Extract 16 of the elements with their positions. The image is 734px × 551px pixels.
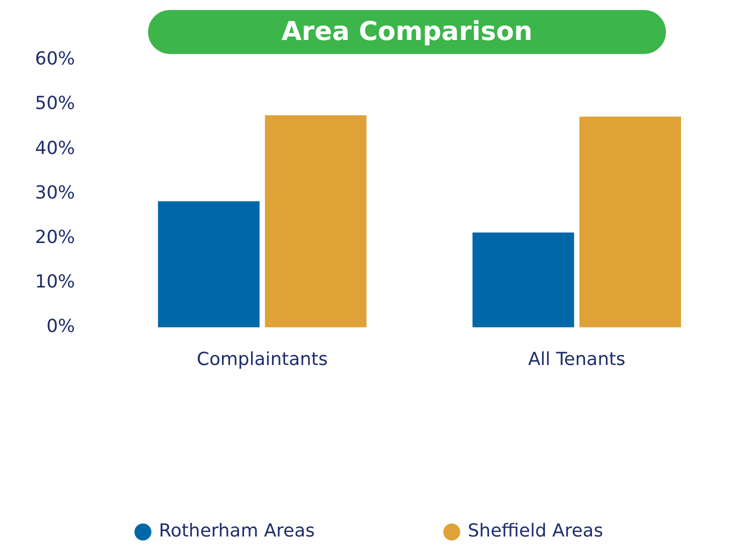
chart-title: Area Comparison <box>148 10 666 54</box>
bar <box>158 201 260 328</box>
x-tick-label: Complaintants <box>196 348 328 370</box>
y-tick-label: 10% <box>34 272 76 293</box>
y-tick-label: 50% <box>34 93 76 114</box>
bar <box>579 116 682 328</box>
y-tick-label: 60% <box>34 48 76 70</box>
legend-label: Rotherham Areas <box>158 520 315 542</box>
y-tick-label: 0% <box>46 316 76 338</box>
legend-label: Sheffield Areas <box>468 520 604 542</box>
y-tick-label: 30% <box>34 182 76 204</box>
y-tick-label: 40% <box>34 138 76 159</box>
x-tick-label: All Tenants <box>528 348 626 370</box>
y-tick-label: 20% <box>34 226 76 248</box>
bar <box>264 115 367 328</box>
bar <box>472 232 574 328</box>
